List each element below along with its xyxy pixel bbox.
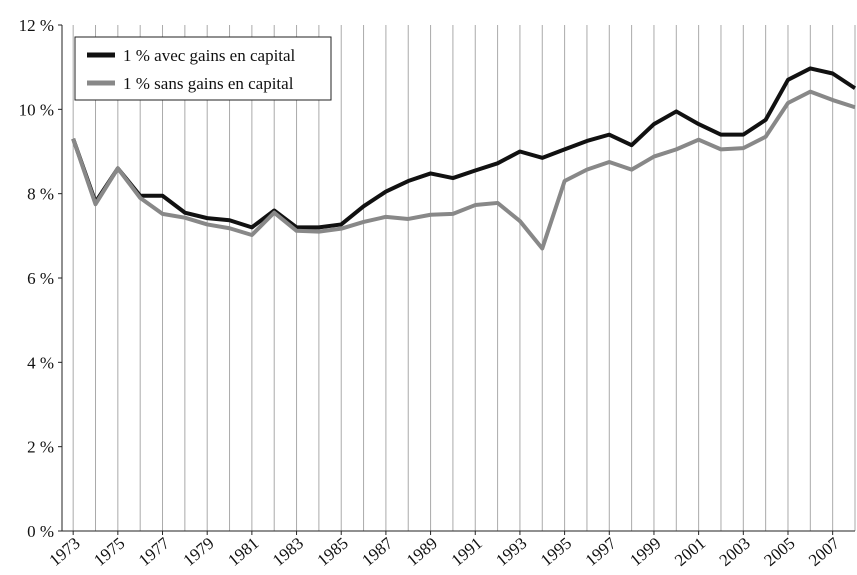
legend-label: 1 % sans gains en capital	[123, 74, 294, 93]
x-tick-label: 1989	[403, 534, 441, 570]
x-tick-label: 1983	[269, 534, 307, 570]
x-tick-label: 1985	[314, 534, 352, 570]
x-tick-label: 1999	[626, 534, 664, 570]
x-tick-label: 1981	[224, 534, 262, 570]
x-tick-label: 1997	[582, 533, 621, 570]
y-tick-label: 8 %	[27, 185, 54, 204]
x-tick-label: 2007	[805, 533, 844, 570]
legend-box	[74, 36, 332, 101]
x-tick-label: 1991	[448, 534, 486, 570]
x-tick-label: 2005	[760, 534, 798, 570]
y-tick-label: 10 %	[19, 100, 54, 119]
y-tick-label: 12 %	[19, 16, 54, 35]
x-tick-label: 1977	[135, 533, 174, 570]
series-line	[71, 89, 856, 251]
x-tick-label: 1975	[90, 534, 128, 570]
x-tick-label: 1979	[180, 534, 218, 570]
series-line	[71, 66, 857, 230]
legend-label: 1 % avec gains en capital	[123, 46, 296, 65]
x-tick-label: 1995	[537, 534, 575, 570]
y-tick-label: 6 %	[27, 269, 54, 288]
y-tick-label: 0 %	[27, 522, 54, 541]
x-tick-label: 2003	[716, 534, 754, 570]
y-tick-label: 2 %	[27, 438, 54, 457]
x-tick-label: 2001	[671, 534, 709, 570]
x-tick-label: 1993	[492, 534, 530, 570]
y-tick-label: 4 %	[27, 353, 54, 372]
x-tick-label: 1987	[358, 533, 397, 570]
